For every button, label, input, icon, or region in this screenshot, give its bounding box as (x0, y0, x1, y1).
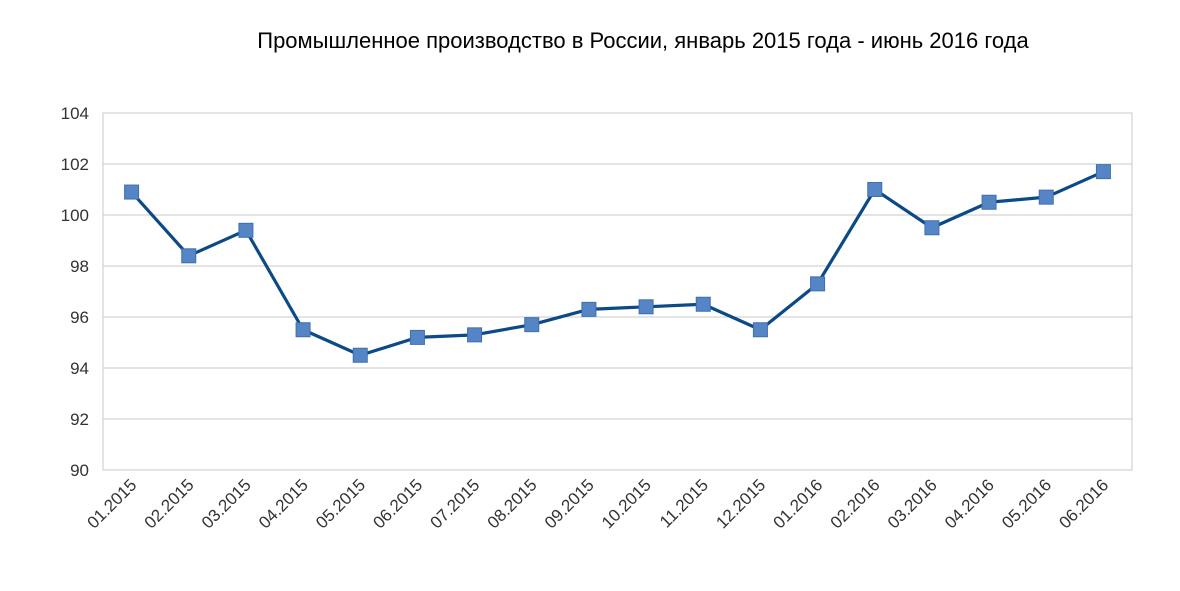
x-tick-label: 05.2016 (998, 475, 1055, 532)
x-tick-label: 03.2016 (884, 475, 941, 532)
y-tick-label: 102 (61, 155, 89, 174)
gridlines (103, 112, 1132, 471)
data-point-marker (695, 296, 711, 312)
series-layer (124, 164, 1111, 363)
y-axis-ticks: 90 92 94 96 98 100 102 104 (61, 104, 89, 480)
y-tick-label: 104 (61, 104, 89, 123)
data-point-marker (124, 184, 140, 200)
x-tick-label: 05.2015 (312, 475, 369, 532)
data-point-marker (638, 299, 654, 315)
x-tick-label: 03.2015 (198, 475, 255, 532)
y-tick-label: 94 (70, 359, 89, 378)
x-tick-label: 01.2016 (770, 475, 827, 532)
x-tick-label: 12.2015 (712, 475, 769, 532)
data-point-marker (924, 220, 940, 236)
chart-title: Промышленное производство в России, янва… (257, 28, 1029, 53)
x-tick-label: 04.2016 (941, 475, 998, 532)
y-tick-label: 96 (70, 308, 89, 327)
data-point-marker (810, 276, 826, 292)
data-point-marker (1038, 189, 1054, 205)
y-tick-label: 98 (70, 257, 89, 276)
x-tick-label: 04.2015 (255, 475, 312, 532)
data-point-marker (181, 248, 197, 264)
x-axis-ticks: 01.2015 02.2015 03.2015 04.2015 05.2015 06.20… (84, 475, 1113, 532)
data-point-marker (295, 322, 311, 338)
data-point-marker (981, 194, 997, 210)
x-tick-label: 07.2015 (427, 475, 484, 532)
data-point-marker (752, 322, 768, 338)
data-point-marker (238, 222, 254, 238)
x-tick-label: 01.2015 (84, 475, 141, 532)
x-tick-label: 11.2015 (656, 475, 712, 531)
y-tick-label: 92 (70, 410, 89, 429)
data-point-marker (867, 182, 883, 197)
x-tick-label: 06.2015 (369, 475, 426, 532)
x-tick-label: 09.2015 (541, 475, 598, 532)
x-tick-label: 02.2016 (827, 475, 884, 532)
y-tick-label: 100 (61, 206, 89, 225)
x-tick-label: 08.2015 (484, 475, 541, 532)
x-tick-label: 06.2016 (1055, 475, 1112, 532)
x-tick-label: 10.2015 (598, 475, 655, 532)
data-point-marker (1095, 164, 1111, 180)
plot-area-frame (102, 112, 1133, 471)
x-tick-label: 02.2015 (141, 475, 198, 532)
data-point-marker (352, 347, 368, 363)
data-point-marker (524, 317, 540, 333)
y-tick-label: 90 (70, 461, 89, 480)
data-point-marker (409, 329, 425, 345)
data-point-marker (467, 327, 483, 343)
series-line (129, 170, 1106, 357)
data-point-marker (581, 301, 597, 317)
